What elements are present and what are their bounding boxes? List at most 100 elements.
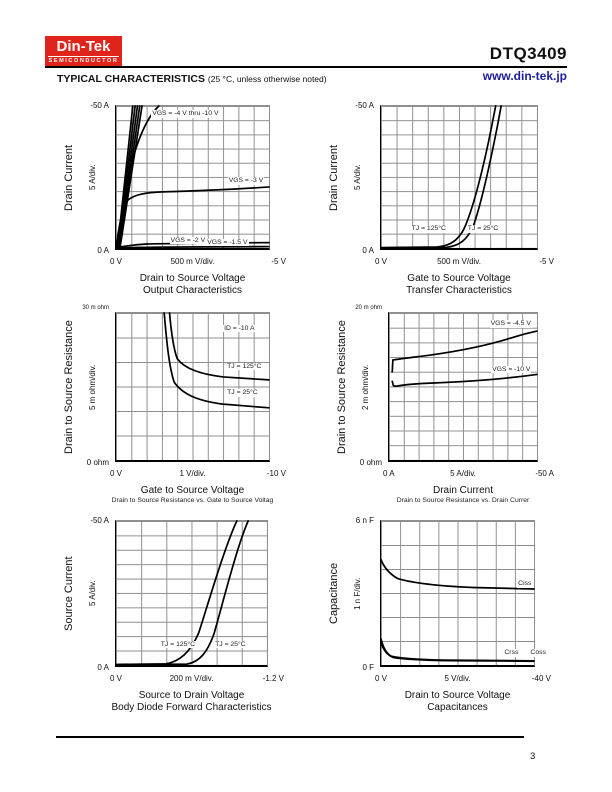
- curve-canvas: [389, 313, 537, 460]
- part-number: DTQ3409: [489, 44, 567, 63]
- curve-annotation: VGS = -2 V: [169, 236, 207, 245]
- curve-annotation: TJ = 25°C: [214, 640, 247, 649]
- curve-annotation: Coss: [529, 649, 547, 657]
- y-axis-scale-label: 5 A/div.: [88, 164, 97, 191]
- y-axis-max-tick: 30 m ohm: [82, 305, 109, 311]
- y-axis-scale-label: 1 n F/div.: [353, 577, 362, 610]
- curve-annotation: Crss: [503, 649, 520, 657]
- chart-caption: Drain to Source Resistance vs. Gate to S…: [111, 497, 274, 504]
- chart-title-line1: Drain to Source Voltage: [139, 273, 246, 284]
- curve-coss: [381, 643, 534, 661]
- x-axis-scale-label: 5 V/div.: [444, 674, 471, 683]
- y-axis-min-tick: 0 A: [362, 246, 374, 255]
- x-axis-min-tick: 0 V: [110, 257, 123, 266]
- chart-title-line1: Drain Current: [432, 485, 494, 496]
- dintek-logo: Din-Tek SEMICONDUCTOR: [45, 36, 122, 67]
- x-axis-scale-label: 200 m V/div.: [169, 674, 214, 683]
- curve-canvas: [381, 521, 534, 665]
- chart-transfer-characteristics: Drain Current 5 A/div. -50 A 0 A TJ = 12…: [328, 101, 554, 296]
- chart-title-line1: Gate to Source Voltage: [407, 273, 511, 284]
- chart-title: Gate to Source Voltage Transfer Characte…: [333, 273, 586, 296]
- curve-annotation: VGS = -3 V: [227, 177, 265, 185]
- chart-title-line1: Drain to Source Voltage: [404, 690, 511, 701]
- chart-title-line1: Gate to Source Voltage: [140, 485, 245, 496]
- curve-vgs-10v: [392, 374, 537, 386]
- x-axis-scale-label: 5 A/div.: [450, 469, 476, 478]
- x-axis-max-tick: -10 V: [266, 469, 286, 478]
- y-axis-max-tick: -50 A: [355, 101, 374, 110]
- header-rule: [45, 66, 567, 68]
- curve-annotation: TJ = 25°C: [226, 389, 259, 397]
- chart-title: Drain to Source Voltage Capacitances: [334, 690, 582, 713]
- x-axis-min-tick: 0 A: [383, 469, 395, 478]
- curve-vgs-3v-curve: [116, 187, 269, 248]
- y-axis-label: Drain to Source Resistance: [336, 320, 348, 454]
- curve-tj-25c: [381, 106, 501, 248]
- logo-name: Din-Tek: [56, 38, 111, 55]
- y-axis-max-tick: 6 n F: [355, 516, 374, 525]
- curve-annotation: VGS = -1.5 V: [206, 238, 249, 247]
- chart-title: Drain Current: [343, 485, 583, 497]
- y-axis-max-tick: 20 m ohm: [355, 305, 382, 311]
- curve-tj-25c: [164, 313, 269, 408]
- footer-rule: [56, 736, 524, 738]
- curve-annotation: TJ = 125°C: [410, 225, 447, 233]
- x-axis-min-tick: 0 V: [375, 257, 388, 266]
- y-axis-min-tick: 0 ohm: [86, 458, 109, 467]
- section-note: (25 °C, unless otherwise noted): [207, 74, 327, 84]
- y-axis-max-tick: -50 A: [90, 101, 109, 110]
- curve-vgs-5v-line: [120, 106, 142, 248]
- curve-tj-125c: [116, 521, 237, 664]
- chart-title-line2: Body Diode Forward Characteristics: [111, 701, 272, 713]
- y-axis-scale-label: 5 m ohm/div.: [88, 364, 97, 410]
- curve-canvas: [381, 106, 537, 248]
- y-axis-min-tick: 0 A: [97, 246, 109, 255]
- chart-title-line1: Source to Drain Voltage: [138, 690, 245, 701]
- chart-caption: Drain to Source Resistance vs. Drain Cur…: [396, 497, 530, 504]
- curve-ciss: [381, 560, 534, 589]
- x-axis-scale-label: 1 V/div.: [179, 469, 206, 478]
- y-axis-label: Source Current: [63, 556, 75, 631]
- y-axis-label: Drain to Source Resistance: [63, 320, 75, 454]
- x-axis-min-tick: 0 V: [375, 674, 388, 683]
- x-axis-min-tick: 0 V: [110, 469, 123, 478]
- plot-area: TJ = 125°C TJ = 25°C: [380, 105, 538, 250]
- x-axis-max-tick: -50 A: [535, 469, 554, 478]
- curve-vgs-1.5v-curve: [116, 247, 269, 248]
- chart-rds-vs-vgs: Drain to Source Resistance 5 m ohm/div. …: [63, 305, 286, 504]
- chart-rds-vs-drain-current: Drain to Source Resistance 2 m ohm/div. …: [336, 305, 554, 504]
- curve-annotation: VGS = -4.5 V: [489, 320, 532, 328]
- y-axis-min-tick: 0 ohm: [359, 458, 382, 467]
- x-axis-scale-label: 500 m V/div.: [170, 257, 215, 266]
- x-axis-max-tick: -5 V: [271, 257, 286, 266]
- chart-output-characteristics: Drain Current 5 A/div. -50 A 0 A VGS = -…: [63, 101, 286, 296]
- y-axis-scale-label: 5 A/div.: [88, 580, 97, 607]
- x-axis-min-tick: 0 V: [110, 674, 123, 683]
- plot-area: Ciss Crss Coss: [380, 520, 547, 667]
- curve-annotation: Ciss: [517, 580, 533, 588]
- curve-canvas: [116, 106, 269, 248]
- logo-subtitle: SEMICONDUCTOR: [48, 56, 119, 64]
- curve-canvas: [116, 313, 269, 460]
- chart-title: Drain to Source Voltage Output Character…: [69, 273, 317, 296]
- plot-area: ID = -10 A TJ = 125°C TJ = 25°C: [115, 312, 270, 462]
- x-axis-scale-label: 500 m V/div.: [437, 257, 481, 266]
- x-axis-max-tick: -5 V: [539, 257, 554, 266]
- y-axis-label: Drain Current: [328, 144, 340, 211]
- curve-annotation: TJ = 125°C: [159, 640, 197, 649]
- curve-annotation: VGS = -10 V: [491, 365, 532, 374]
- page-number: 3: [530, 751, 536, 762]
- curve-tj-125c: [381, 106, 496, 248]
- x-axis-max-tick: -40 V: [531, 674, 551, 683]
- chart-title-line2: Transfer Characteristics: [406, 284, 512, 296]
- plot-area: TJ = 125°C TJ = 25°C: [115, 520, 268, 667]
- chart-capacitances: Capacitance 1 n F/div. 6 n F 0 F Ciss Crs…: [328, 516, 551, 713]
- y-axis-label: Drain Current: [63, 144, 75, 211]
- y-axis-scale-label: 5 A/div.: [353, 164, 362, 191]
- chart-title-line2: Capacitances: [427, 701, 488, 713]
- y-axis-min-tick: 0 A: [97, 663, 109, 672]
- x-axis-max-tick: -1.2 V: [262, 674, 284, 683]
- curve-vgs-4.5v: [392, 331, 537, 372]
- website-link[interactable]: www.din-tek.jp: [482, 69, 567, 83]
- y-axis-min-tick: 0 F: [362, 663, 374, 672]
